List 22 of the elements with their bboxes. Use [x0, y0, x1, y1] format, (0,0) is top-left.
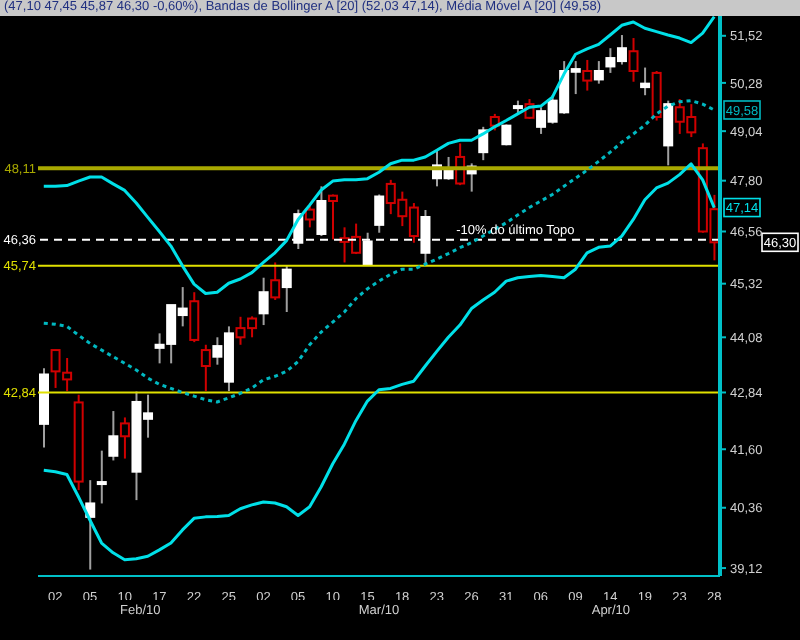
candlestick [582, 58, 593, 92]
candlestick [62, 357, 73, 393]
candlestick [200, 343, 211, 393]
candlestick [651, 70, 662, 122]
candlestick [189, 291, 200, 344]
line-series [42, 16, 716, 296]
line-series [42, 162, 716, 562]
candlestick [50, 348, 61, 389]
candlestick [628, 37, 639, 83]
line-series [42, 99, 716, 404]
candlestick [119, 416, 130, 460]
candlestick [108, 410, 119, 462]
candlestick [327, 193, 338, 241]
candlestick [304, 204, 315, 229]
candlestick [640, 66, 651, 97]
candlestick [593, 60, 604, 85]
candlestick [270, 261, 281, 301]
candlestick [374, 193, 385, 234]
candlestick [258, 276, 269, 327]
candlestick [663, 99, 674, 167]
candlestick [96, 449, 107, 505]
candlestick [281, 264, 292, 314]
